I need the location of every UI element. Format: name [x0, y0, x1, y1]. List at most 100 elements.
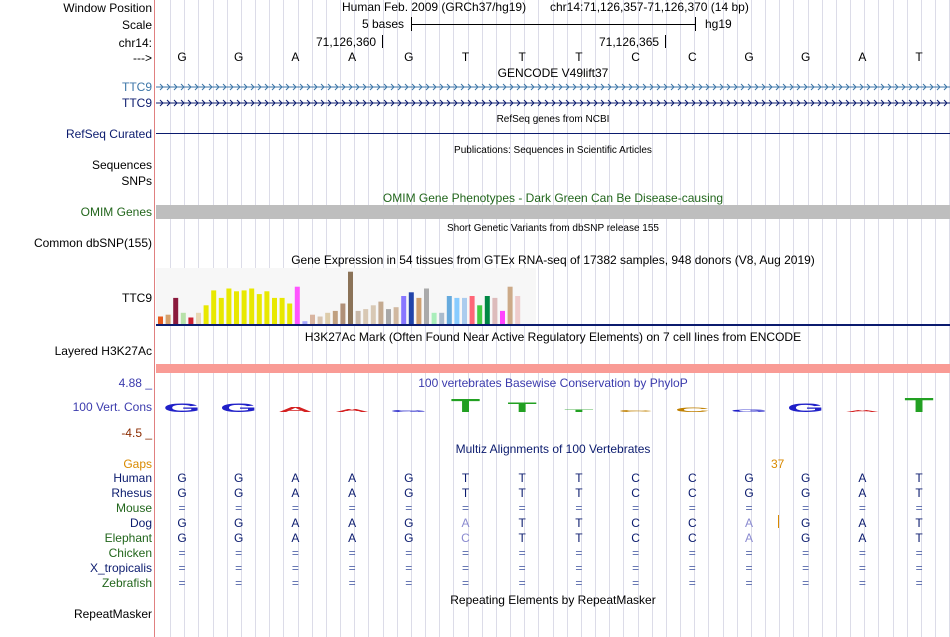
species-label-human[interactable]: Human [113, 471, 152, 485]
gap-marker [778, 515, 779, 528]
strand-chevron [719, 83, 724, 91]
aligned-base: = [291, 576, 299, 590]
gencode-gene-label-1[interactable]: TTC9 [122, 80, 152, 94]
strand-chevron [929, 83, 934, 91]
strand-chevron [292, 83, 297, 91]
strand-chevron [572, 99, 577, 107]
phylop-title[interactable]: 100 vertebrates Basewise Conservation by… [418, 376, 688, 390]
strand-chevron [565, 99, 570, 107]
snps-label[interactable]: SNPs [121, 174, 152, 188]
strand-chevron [306, 99, 311, 107]
strand-chevron [341, 99, 346, 107]
gencode-gene-label-2[interactable]: TTC9 [122, 96, 152, 110]
species-label-x_tropicalis[interactable]: X_tropicalis [89, 561, 152, 575]
aligned-base: C [687, 471, 697, 485]
strand-chevron [390, 83, 395, 91]
gaps-label: Gaps [123, 457, 152, 471]
reference-base: G [801, 50, 811, 64]
gtex-tissue-bar [203, 305, 209, 324]
strand-chevron [418, 83, 423, 91]
strand-chevron [187, 99, 192, 107]
aligned-base: G [177, 486, 187, 500]
strand-chevron [285, 99, 290, 107]
aligned-base: G [744, 471, 754, 485]
refseq-title[interactable]: RefSeq genes from NCBI [496, 114, 610, 125]
gtex-label[interactable]: TTC9 [122, 291, 152, 305]
strand-chevron [439, 99, 444, 107]
strand-chevron [936, 99, 941, 107]
species-label-chicken[interactable]: Chicken [108, 546, 152, 560]
strand-chevron [936, 83, 941, 91]
phylop-base-glyph: G [787, 401, 824, 415]
h3k27ac-title[interactable]: H3K27Ac Mark (Often Found Near Active Re… [304, 330, 802, 344]
aligned-base: = [405, 576, 413, 590]
gtex-title[interactable]: Gene Expression in 54 tissues from GTEx … [291, 253, 815, 267]
species-label-mouse[interactable]: Mouse [115, 501, 152, 515]
h3k27ac-signal[interactable] [156, 364, 950, 373]
strand-chevron [852, 99, 857, 107]
omim-label[interactable]: OMIM Genes [80, 205, 152, 219]
aligned-base: T [575, 486, 583, 500]
sequences-label[interactable]: Sequences [91, 158, 152, 172]
gap-count: 37 [771, 457, 785, 471]
strand-chevron [159, 83, 164, 91]
strand-chevron [740, 83, 745, 91]
aligned-base: A [744, 516, 754, 530]
strand-chevron [194, 99, 199, 107]
omim-bar[interactable] [156, 205, 950, 219]
strand-chevron [761, 99, 766, 107]
strand-chevron [621, 83, 626, 91]
aligned-base: = [235, 546, 243, 560]
coord-1: 71,126,360 [316, 35, 377, 49]
aligned-base: T [575, 516, 583, 530]
strand-chevron [243, 99, 248, 107]
aligned-base: = [405, 546, 413, 560]
strand-chevron [670, 99, 675, 107]
strand-chevron [866, 83, 871, 91]
gencode-title[interactable]: GENCODE V49lift37 [497, 66, 609, 80]
gtex-chart[interactable] [156, 268, 950, 326]
strand-chevron [516, 83, 521, 91]
gtex-tissue-bar [173, 297, 179, 324]
aligned-base: = [858, 546, 866, 560]
species-label-dog[interactable]: Dog [129, 516, 152, 530]
repeat-label[interactable]: RepeatMasker [73, 607, 152, 621]
strand-chevron [523, 99, 528, 107]
pubs-title[interactable]: Publications: Sequences in Scientific Ar… [454, 145, 652, 156]
h3k27ac-label[interactable]: Layered H3K27Ac [54, 344, 152, 358]
strand-chevron [299, 83, 304, 91]
reference-base: G [234, 50, 244, 64]
strand-chevron [376, 83, 381, 91]
dbsnp-title[interactable]: Short Genetic Variants from dbSNP releas… [447, 223, 659, 234]
strand-chevron [271, 99, 276, 107]
species-label-rhesus[interactable]: Rhesus [111, 486, 152, 500]
phylop-base-glyph: T [904, 394, 934, 416]
gtex-tissue-bar [454, 297, 460, 324]
gencode-transcript-1[interactable] [156, 82, 950, 92]
aligned-base: G [234, 486, 244, 500]
aligned-base: T [461, 486, 470, 500]
strand-chevron [236, 83, 241, 91]
left-divider [154, 0, 155, 637]
repeat-title[interactable]: Repeating Elements by RepeatMasker [450, 593, 656, 607]
strand-chevron [558, 83, 563, 91]
species-label-zebrafish[interactable]: Zebrafish [101, 576, 152, 590]
aligned-base: A [291, 471, 300, 485]
phylop-label[interactable]: 100 Vert. Cons [72, 400, 152, 414]
refseq-label[interactable]: RefSeq Curated [65, 127, 152, 141]
chrom-label: chr14: [118, 36, 152, 50]
omim-title[interactable]: OMIM Gene Phenotypes - Dark Green Can Be… [382, 191, 724, 205]
aligned-base: = [461, 501, 470, 515]
strand-chevron [782, 99, 787, 107]
strand-chevron [222, 99, 227, 107]
refseq-gene-line[interactable] [156, 133, 950, 134]
strand-chevron [600, 83, 605, 91]
species-label-elephant[interactable]: Elephant [104, 531, 152, 545]
aligned-base: G [404, 531, 414, 545]
gtex-tissue-bar [234, 291, 239, 324]
gencode-transcript-2[interactable] [156, 98, 950, 108]
multiz-title[interactable]: Multiz Alignments of 100 Vertebrates [455, 442, 651, 456]
strand-chevron [803, 99, 808, 107]
dbsnp-label[interactable]: Common dbSNP(155) [33, 236, 152, 250]
